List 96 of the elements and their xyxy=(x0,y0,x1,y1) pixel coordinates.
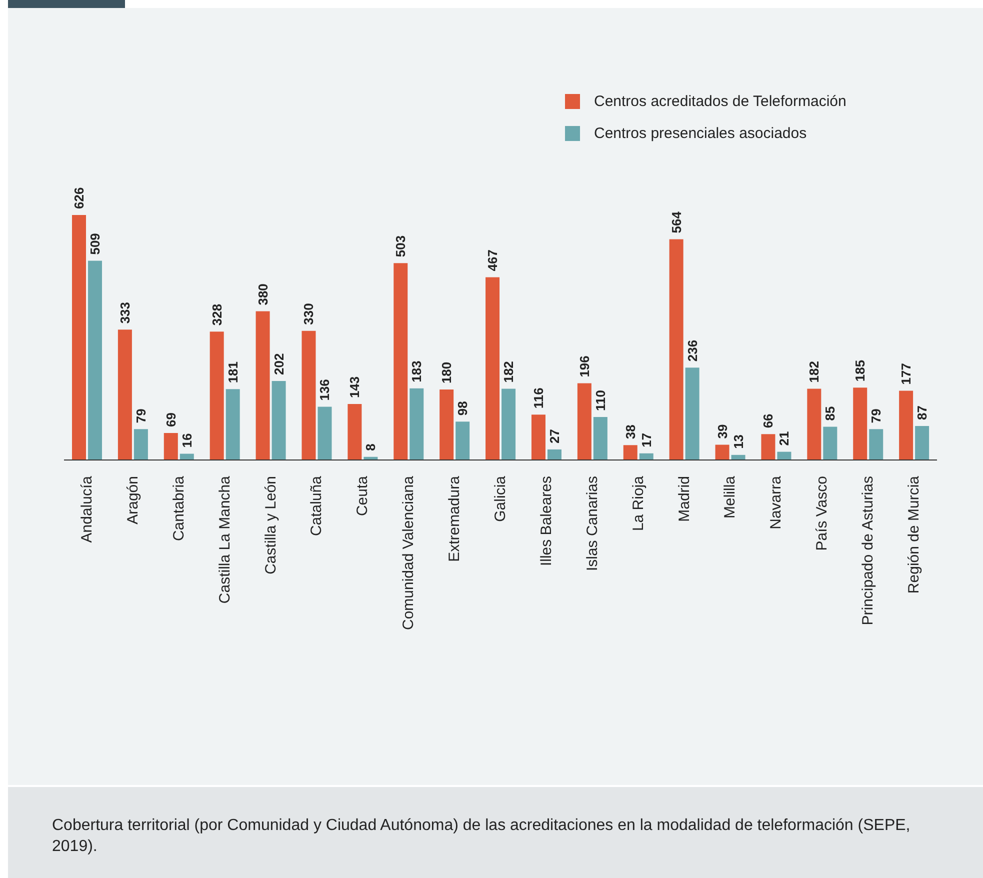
data-label: 13 xyxy=(730,434,746,449)
data-label: 626 xyxy=(72,187,86,209)
data-label: 79 xyxy=(868,408,884,424)
bar xyxy=(394,263,408,460)
x-tick-label: Región de Murcia xyxy=(906,475,923,594)
bar xyxy=(761,434,776,460)
bar xyxy=(899,390,914,460)
x-tick-label: Andalucía xyxy=(78,475,96,543)
x-tick-label: Extremadura xyxy=(446,475,464,562)
text: Cobertura territorial (por Comunidad y Ciudad Autónoma) de las acreditaciones en la modalidad de teleformación (SEPE, 2019). xyxy=(52,816,912,857)
bar xyxy=(302,330,316,460)
bar xyxy=(685,368,700,460)
data-label: 27 xyxy=(546,428,562,444)
x-tick-label: Galicia xyxy=(492,475,509,522)
x-tick-label: Madrid xyxy=(676,476,693,522)
data-label: 182 xyxy=(501,361,516,383)
bar xyxy=(410,388,424,460)
data-label: 467 xyxy=(485,250,500,272)
bar xyxy=(807,388,822,460)
data-label: 564 xyxy=(668,210,684,234)
data-label: 16 xyxy=(179,433,194,448)
data-label: 333 xyxy=(117,302,132,324)
data-label: 185 xyxy=(852,360,868,382)
bar xyxy=(164,432,178,460)
bar xyxy=(915,426,930,460)
bar xyxy=(623,445,638,460)
data-label: 79 xyxy=(133,408,148,424)
data-label: 202 xyxy=(271,353,286,375)
x-tick-label: Cataluña xyxy=(308,475,326,536)
data-label: 380 xyxy=(255,284,270,306)
bar xyxy=(272,380,286,460)
bar xyxy=(88,260,102,460)
data-label: 116 xyxy=(530,388,546,409)
x-tick-label: Principado de Asturias xyxy=(860,476,877,626)
data-label: 143 xyxy=(347,376,362,398)
bar xyxy=(440,390,454,460)
data-label: 38 xyxy=(622,424,638,440)
legend-label: Centros acreditados de Teleformación xyxy=(594,92,846,110)
data-label: 21 xyxy=(776,431,792,446)
bar xyxy=(639,453,654,460)
x-tick-label: Illes Baleares xyxy=(538,476,555,566)
data-label: 236 xyxy=(684,340,700,362)
data-label: 503 xyxy=(393,235,408,258)
data-label: 66 xyxy=(760,414,776,428)
bar xyxy=(593,416,608,460)
data-label: 180 xyxy=(439,362,454,384)
bar xyxy=(531,414,546,460)
bar xyxy=(226,389,240,460)
x-tick-label: Ceuta xyxy=(354,475,372,516)
bar xyxy=(486,277,500,460)
bar xyxy=(777,452,792,460)
bar xyxy=(210,332,224,460)
x-tick-label: Cantabria xyxy=(170,475,188,542)
bar xyxy=(72,215,86,460)
data-label: 8 xyxy=(363,444,378,451)
x-tick-label: País Vasco xyxy=(814,476,831,551)
data-label: 110 xyxy=(592,390,608,411)
bar xyxy=(869,429,884,460)
bar xyxy=(502,388,516,460)
x-tick-label: Aragón xyxy=(124,476,142,524)
x-tick-label: Islas Canarias xyxy=(584,476,601,572)
bar xyxy=(547,449,562,460)
bar xyxy=(577,383,592,460)
data-label: 328 xyxy=(209,304,224,326)
data-label: 69 xyxy=(163,412,178,427)
data-label: 177 xyxy=(898,363,914,385)
x-tick-label: Navarra xyxy=(768,475,785,530)
data-label: 509 xyxy=(88,233,102,255)
data-label: 87 xyxy=(914,405,930,420)
data-label: 330 xyxy=(301,303,316,325)
bar xyxy=(456,422,470,460)
data-label: 39 xyxy=(714,424,730,439)
data-label: 98 xyxy=(455,401,470,416)
bar xyxy=(715,444,730,460)
x-tick-label: Castilla y León xyxy=(262,476,280,574)
x-tick-label: Castilla La Mancha xyxy=(216,475,234,604)
data-label: 196 xyxy=(576,356,592,378)
bar xyxy=(318,406,332,460)
data-label: 136 xyxy=(317,379,332,401)
bar xyxy=(853,388,868,460)
x-tick-label: Comunidad Valenciana xyxy=(400,475,418,630)
data-label: 85 xyxy=(822,406,838,421)
data-label: 181 xyxy=(225,361,240,384)
legend-label: Centros presenciales asociados xyxy=(594,124,807,142)
x-tick-label: Melilla xyxy=(722,475,739,519)
bar xyxy=(256,311,270,460)
bar xyxy=(823,426,838,460)
data-label: 183 xyxy=(409,360,424,382)
data-label: 17 xyxy=(638,432,654,448)
bar xyxy=(180,454,194,460)
bar xyxy=(118,330,132,460)
bar xyxy=(669,239,684,460)
x-tick-label: La Rioja xyxy=(630,475,647,532)
bar xyxy=(134,429,148,460)
bar xyxy=(348,404,362,460)
data-label: 182 xyxy=(806,361,822,383)
